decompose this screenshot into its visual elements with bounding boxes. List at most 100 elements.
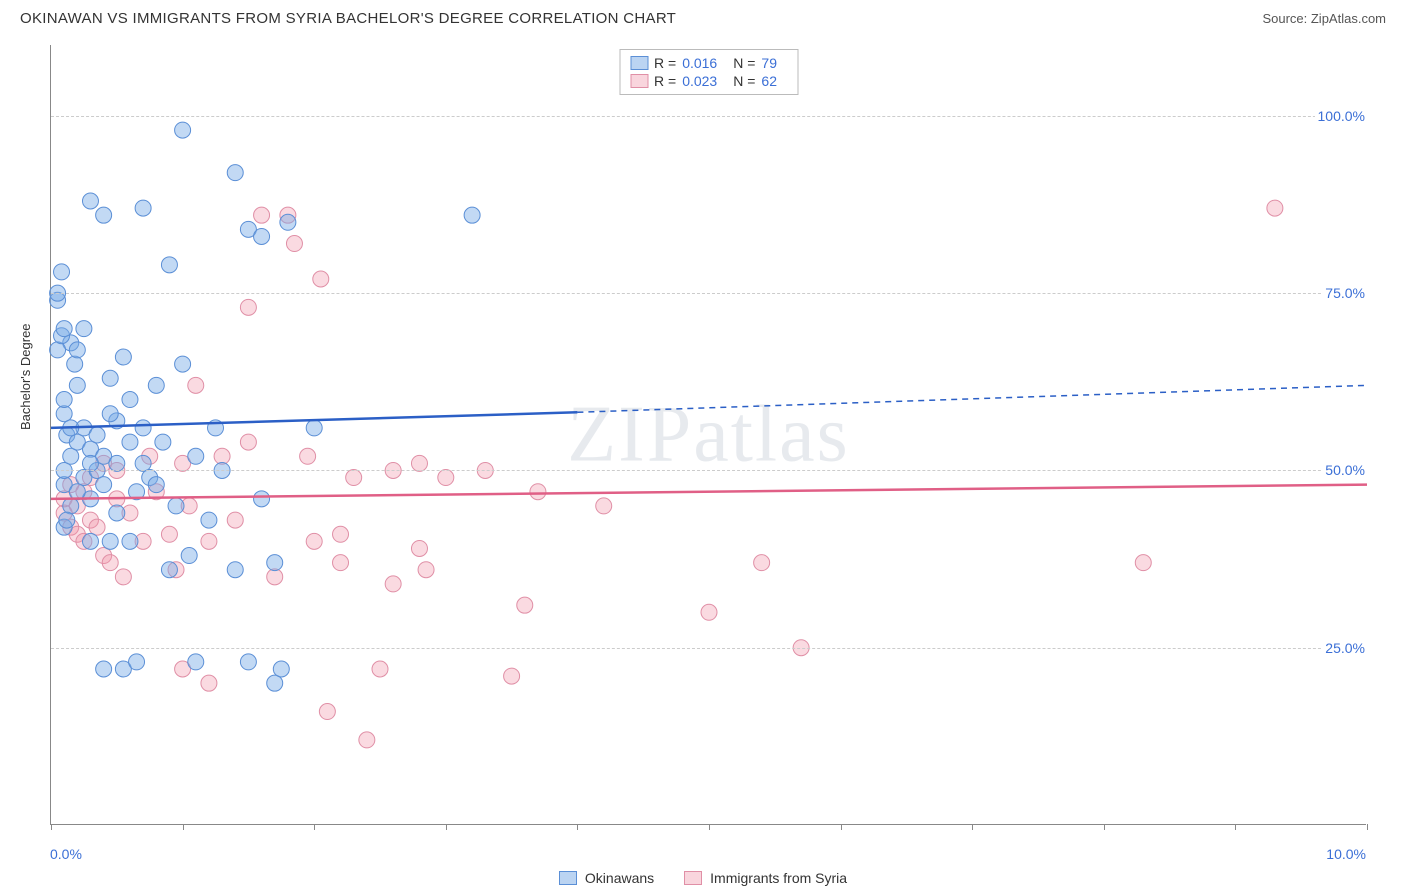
x-max-label: 10.0%: [1326, 846, 1366, 862]
data-point: [188, 448, 204, 464]
data-point: [89, 519, 105, 535]
y-tick-label: 100.0%: [1315, 108, 1368, 124]
data-point: [96, 477, 112, 493]
data-point: [240, 299, 256, 315]
legend-swatch: [630, 74, 648, 88]
data-point: [76, 321, 92, 337]
data-point: [372, 661, 388, 677]
data-point: [69, 377, 85, 393]
data-point: [333, 555, 349, 571]
data-point: [701, 604, 717, 620]
scatter-svg: [51, 45, 1366, 824]
data-point: [254, 207, 270, 223]
data-point: [438, 470, 454, 486]
data-point: [122, 434, 138, 450]
x-tick: [1235, 824, 1236, 830]
data-point: [67, 356, 83, 372]
data-point: [63, 498, 79, 514]
data-point: [82, 533, 98, 549]
data-point: [596, 498, 612, 514]
data-point: [504, 668, 520, 684]
x-tick: [446, 824, 447, 830]
data-point: [155, 434, 171, 450]
legend-stat-row: R = 0.023 N = 62: [630, 72, 787, 90]
y-tick-label: 25.0%: [1322, 640, 1368, 656]
data-point: [56, 406, 72, 422]
legend-stats: R = 0.016 N = 79 R = 0.023 N = 62: [619, 49, 798, 95]
data-point: [313, 271, 329, 287]
data-point: [464, 207, 480, 223]
legend-item: Okinawans: [559, 870, 654, 886]
data-point: [254, 228, 270, 244]
data-point: [240, 654, 256, 670]
x-tick: [709, 824, 710, 830]
data-point: [227, 165, 243, 181]
data-point: [168, 498, 184, 514]
gridline: [51, 293, 1366, 294]
data-point: [319, 704, 335, 720]
gridline: [51, 470, 1366, 471]
data-point: [411, 455, 427, 471]
data-point: [115, 569, 131, 585]
data-point: [201, 512, 217, 528]
data-point: [300, 448, 316, 464]
trend-line: [577, 385, 1367, 412]
trend-line: [51, 485, 1367, 499]
data-point: [201, 675, 217, 691]
gridline: [51, 648, 1366, 649]
data-point: [306, 533, 322, 549]
data-point: [188, 654, 204, 670]
data-point: [69, 342, 85, 358]
data-point: [201, 533, 217, 549]
x-tick: [51, 824, 52, 830]
data-point: [102, 533, 118, 549]
source-attribution: Source: ZipAtlas.com: [1262, 11, 1386, 26]
legend-swatch: [684, 871, 702, 885]
data-point: [96, 207, 112, 223]
data-point: [135, 420, 151, 436]
data-point: [418, 562, 434, 578]
data-point: [175, 122, 191, 138]
x-min-label: 0.0%: [50, 846, 82, 862]
data-point: [359, 732, 375, 748]
data-point: [82, 193, 98, 209]
data-point: [59, 512, 75, 528]
data-point: [89, 427, 105, 443]
data-point: [161, 526, 177, 542]
x-tick: [841, 824, 842, 830]
data-point: [517, 597, 533, 613]
data-point: [273, 661, 289, 677]
legend-bottom: OkinawansImmigrants from Syria: [0, 870, 1406, 886]
data-point: [214, 448, 230, 464]
data-point: [754, 555, 770, 571]
chart-title: OKINAWAN VS IMMIGRANTS FROM SYRIA BACHEL…: [20, 10, 676, 27]
data-point: [240, 434, 256, 450]
data-point: [530, 484, 546, 500]
x-tick: [183, 824, 184, 830]
data-point: [135, 200, 151, 216]
data-point: [56, 392, 72, 408]
data-point: [96, 661, 112, 677]
data-point: [129, 654, 145, 670]
y-tick-label: 50.0%: [1322, 462, 1368, 478]
data-point: [267, 555, 283, 571]
data-point: [63, 448, 79, 464]
data-point: [54, 264, 70, 280]
legend-swatch: [559, 871, 577, 885]
data-point: [280, 214, 296, 230]
data-point: [286, 236, 302, 252]
data-point: [385, 576, 401, 592]
data-point: [267, 675, 283, 691]
data-point: [148, 377, 164, 393]
data-point: [82, 455, 98, 471]
data-point: [102, 406, 118, 422]
data-point: [227, 562, 243, 578]
y-tick-label: 75.0%: [1322, 285, 1368, 301]
gridline: [51, 116, 1366, 117]
data-point: [122, 392, 138, 408]
x-tick: [314, 824, 315, 830]
data-point: [109, 455, 125, 471]
plot-area: ZIPatlas R = 0.016 N = 79 R = 0.023 N = …: [50, 45, 1366, 825]
x-tick: [577, 824, 578, 830]
data-point: [181, 548, 197, 564]
